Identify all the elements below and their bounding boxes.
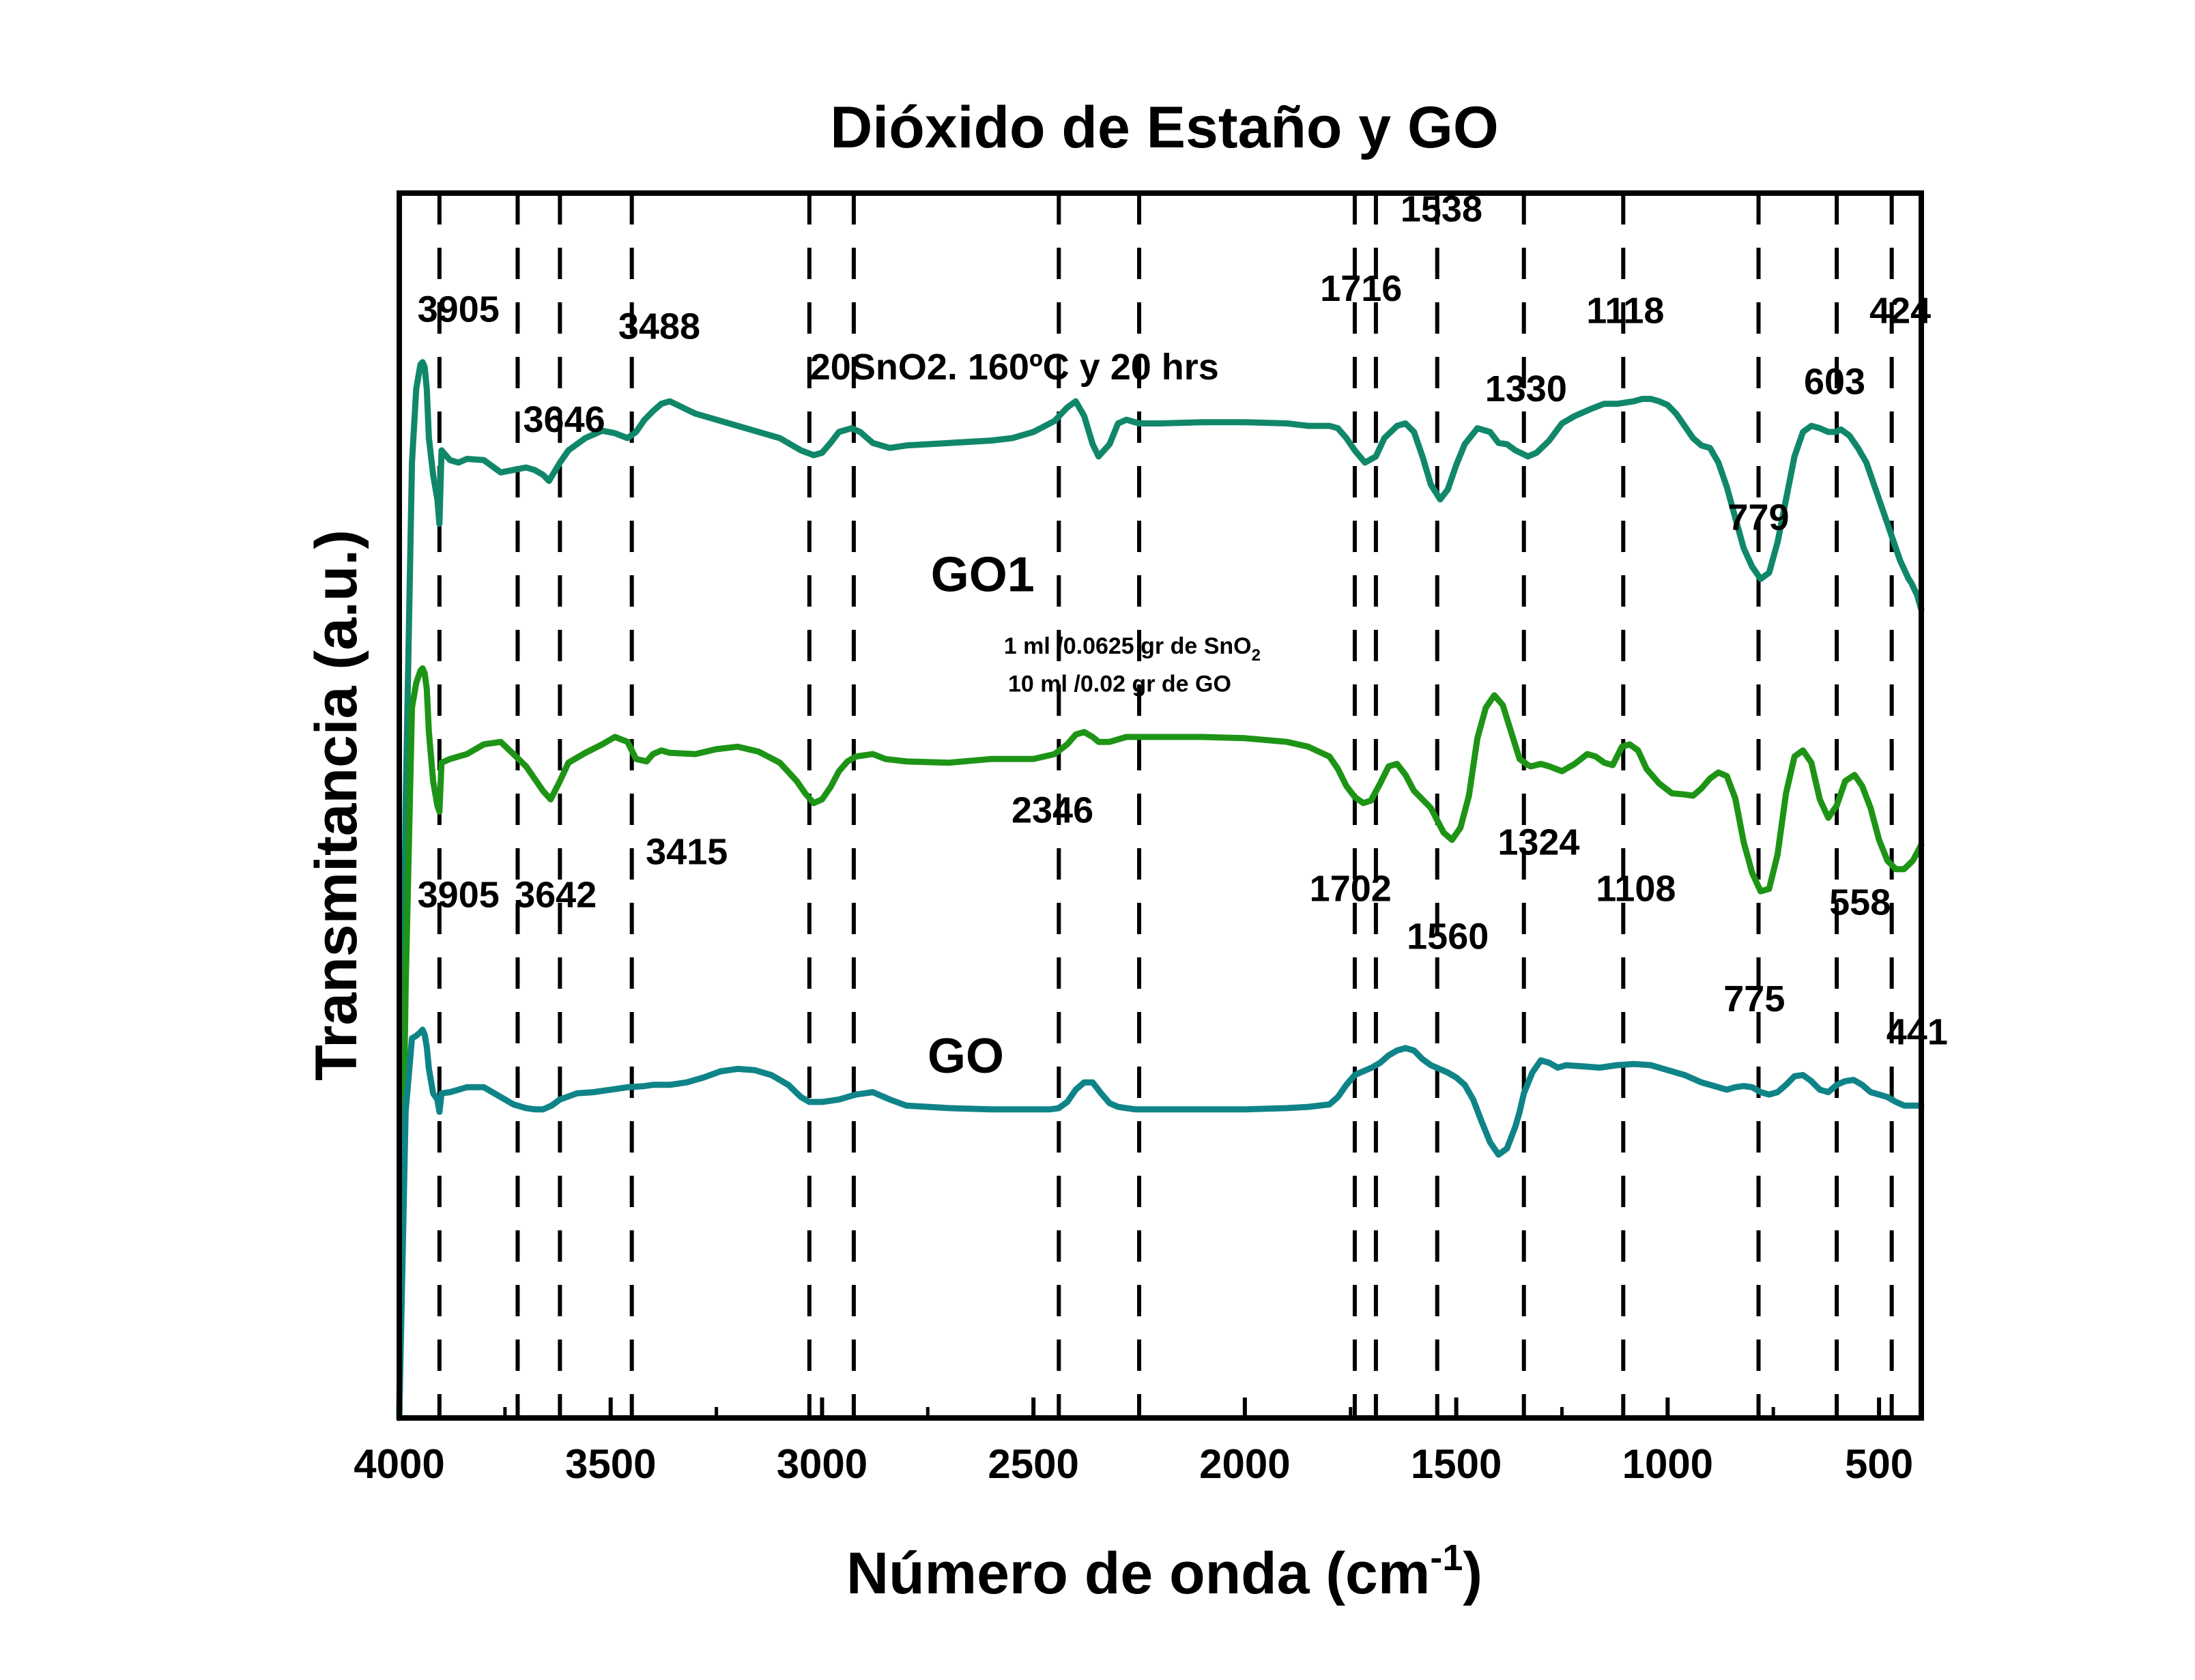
peak-label-9: 603 <box>1804 361 1865 402</box>
x-tick-label-6: 1500 <box>1411 1441 1502 1487</box>
peak-label-15: 2346 <box>1012 790 1093 831</box>
x-axis: 4000 3500 3000 2500 2000 1500 1000 500 <box>354 1397 1913 1487</box>
y-axis-label: Transmitancia (a.u.) <box>304 530 369 1081</box>
chart-title: Dióxido de Estaño y GO <box>830 95 1499 160</box>
x-tick-label-4: 2500 <box>988 1441 1078 1487</box>
sample-note-1: 1 ml /0.0625 gr de SnO2 <box>1004 633 1261 665</box>
peak-label-1: 3905 <box>418 289 500 330</box>
peak-label-14: 3415 <box>646 832 728 873</box>
series-label-2: GO <box>928 1029 1004 1084</box>
x-tick-label-1: 4000 <box>354 1441 444 1487</box>
peak-label-5: 1716 <box>1320 268 1402 309</box>
reference-lines <box>437 193 1894 1418</box>
peak-label-7: 1330 <box>1485 368 1567 409</box>
x-tick-label-5: 2000 <box>1199 1441 1290 1487</box>
x-tick-label-3: 3000 <box>777 1441 867 1487</box>
x-tick-label-8: 500 <box>1845 1441 1913 1487</box>
peak-label-19: 1108 <box>1596 869 1676 910</box>
x-axis-label-main: Número de onda (cm <box>846 1541 1430 1606</box>
sample-note-2: 10 ml /0.02 gr de GO <box>1008 671 1231 697</box>
series-line-2 <box>396 665 1925 1421</box>
peak-label-12: 3905 <box>418 874 500 915</box>
peak-label-16: 1702 <box>1310 869 1392 910</box>
x-tick-label-2: 3500 <box>565 1441 656 1487</box>
series-label-1: GO1 <box>931 547 1035 602</box>
peak-label-3: 3488 <box>618 306 700 347</box>
plot-frame <box>397 190 1924 1421</box>
peak-label-8: 1118 <box>1586 290 1664 331</box>
x-tick-label-7: 1000 <box>1622 1441 1713 1487</box>
peak-label-13: 3642 <box>515 874 597 915</box>
x-axis-label-end: ) <box>1463 1541 1482 1606</box>
series-line-3 <box>396 1026 1925 1421</box>
peak-label-2: 3646 <box>523 399 605 440</box>
peak-label-11: 779 <box>1727 497 1789 538</box>
annotation-layer: 3905 3646 3488 20SnO2. 160ºC y 20 hrs 1716 15… <box>418 188 1948 1084</box>
peak-label-21: 775 <box>1723 979 1785 1019</box>
x-axis-label-sup: -1 <box>1430 1537 1463 1578</box>
peak-label-4: 20SnO2. 160ºC y 20 hrs <box>810 347 1219 388</box>
peak-label-22: 441 <box>1886 1012 1948 1053</box>
series-line-1 <box>396 359 1925 1421</box>
series-layer <box>396 359 1925 1421</box>
peak-label-20: 558 <box>1829 882 1891 923</box>
peak-label-18: 1324 <box>1497 822 1579 863</box>
peak-label-17: 1560 <box>1407 916 1489 957</box>
x-axis-label: Número de onda (cm-1) <box>846 1537 1482 1606</box>
